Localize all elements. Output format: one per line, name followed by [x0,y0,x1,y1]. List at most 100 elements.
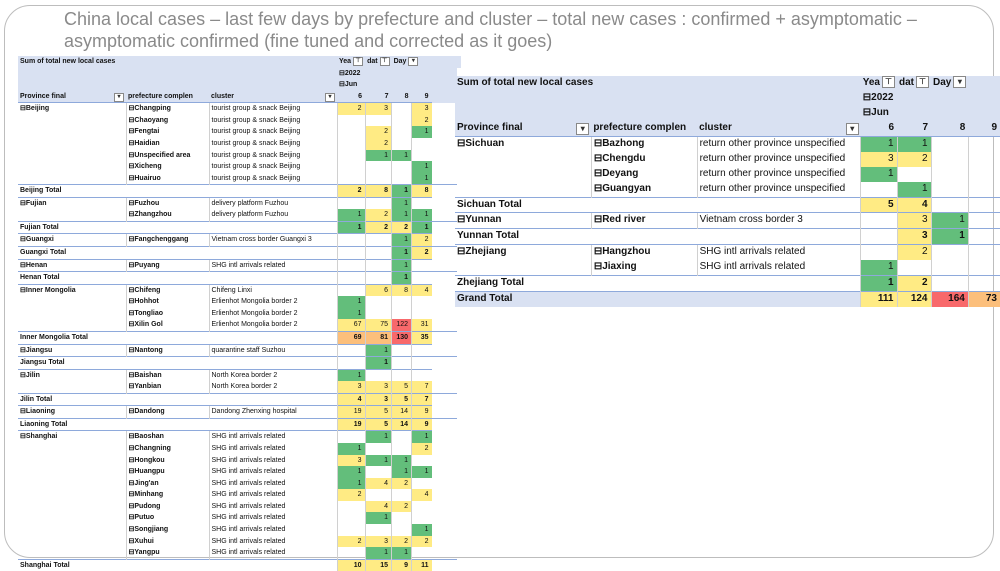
prefecture-field-header[interactable]: prefecture complen [126,90,209,103]
province-filter-button[interactable]: ▾ [576,122,590,135]
prefecture-cell[interactable]: ⊟Unspecified area [125,149,209,162]
prefecture-name: Changping [134,105,171,113]
value-cell: 3 [896,212,931,229]
prefecture-cell[interactable]: ⊟Zhangzhou [125,209,209,222]
value-cell: 1 [860,260,897,276]
province-cell[interactable]: ⊟Jilin [18,368,126,382]
date-field-header[interactable]: dat ⊤ [365,56,392,68]
prefecture-cell[interactable]: ⊟Fuzhou [125,196,209,210]
cluster-cell: Erlienhot Mongolia border 2 [208,307,337,320]
prefecture-cell[interactable]: ⊟Baoshan [125,430,209,443]
prefecture-cell[interactable]: ⊟Haidian [125,137,209,150]
date-filter-button[interactable]: ⊤ [379,56,390,66]
cluster-filter-button[interactable]: ▾ [845,122,859,135]
prefecture-cell[interactable]: ⊟Xuhui [125,535,209,548]
prefecture-cell[interactable]: ⊟Huangpu [125,466,209,478]
prefecture-cell[interactable]: ⊟Bazhong [590,135,698,152]
prefecture-cell[interactable]: ⊟Hongkou [125,454,209,467]
value-cell: 1 [336,443,366,455]
province-total-row: Jiangsu Total 1 [18,356,461,370]
province-cell[interactable]: ⊟Beijing [18,102,126,115]
value-cell [411,149,432,162]
prefecture-cell[interactable]: ⊟Dandong [125,405,209,419]
prefecture-cell[interactable]: ⊟Red river [590,212,698,229]
value-cell: 11 [411,558,432,571]
value-cell [930,244,969,261]
day-filter-button[interactable]: ▾ [953,76,967,89]
date-field-header[interactable]: dat ⊤ [897,76,931,91]
prefecture-cell[interactable]: ⊟Chengdu [590,151,698,167]
value-cell [391,356,412,370]
province-cell[interactable]: ⊟Guangxi [18,233,126,247]
province-cell[interactable]: ⊟Fujian [18,196,126,210]
province-cell[interactable]: ⊟Inner Mongolia [18,283,126,297]
value-cell: 111 [860,291,897,308]
date-filter-button[interactable]: ⊤ [916,76,929,89]
prefecture-cell[interactable]: ⊟Putuo [125,512,209,524]
month-group-header[interactable]: ⊟Jun [860,105,1000,121]
prefecture-field-header[interactable]: prefecture complen [591,120,698,137]
prefecture-cell[interactable]: ⊟Fengtai [125,126,209,138]
province-cell[interactable]: ⊟Sichuan [455,135,592,152]
value-cell [967,244,1000,261]
cluster-filter-button[interactable]: ▾ [325,92,335,102]
province-cell[interactable]: ⊟Henan [18,258,126,272]
province-field-header[interactable]: Province final ▾ [455,120,592,137]
cluster-field-header[interactable]: cluster ▾ [209,90,337,103]
year-filter-button[interactable]: ⊤ [353,56,364,66]
value-cell [364,489,392,501]
prefecture-cell[interactable]: ⊟Hohhot [125,296,209,308]
prefecture-cell[interactable]: ⊟Jing'an [125,477,209,490]
prefecture-field-label: prefecture complen [593,121,687,133]
prefecture-cell[interactable]: ⊟Pudong [125,500,209,513]
prefecture-cell[interactable]: ⊟Puyang [125,258,209,272]
prefecture-cell[interactable]: ⊟Yangpu [125,547,209,560]
province-cell[interactable]: ⊟Shanghai [18,430,126,443]
month-group-header[interactable]: ⊟Jun [337,79,457,91]
prefecture-cell[interactable]: ⊟Guangyan [590,181,698,197]
province-cell[interactable]: ⊟Jiangsu [18,343,126,357]
prefecture-cell[interactable]: ⊟Songjiang [125,523,209,536]
prefecture-cell[interactable]: ⊟Xicheng [125,161,209,173]
year-group-header[interactable]: ⊟2022 [860,90,1000,106]
province-filter-button[interactable]: ▾ [114,92,124,102]
province-cell[interactable]: ⊟Yunnan [455,212,592,229]
year-field-header[interactable]: Yea ⊤ [337,56,366,68]
year-filter-button[interactable]: ⊤ [882,76,895,89]
value-cell: 1 [336,466,366,478]
day-field-header[interactable]: Day ▾ [391,56,432,68]
prefecture-cell[interactable]: ⊟Nantong [125,343,209,357]
province-total-row: Yunnan Total 3 1 [455,228,1000,245]
prefecture-cell[interactable]: ⊟Hangzhou [590,244,698,261]
prefecture-cell[interactable]: ⊟Changning [125,443,209,455]
cluster-cell: Erlienhot Mongolia border 2 [208,319,337,332]
prefecture-cell[interactable]: ⊟Minhang [125,489,209,501]
collapse-icon: ⊟ [128,236,135,244]
prefecture-cell[interactable]: ⊟Chifeng [125,283,209,297]
year-label: 2022 [871,91,894,103]
day-field-header[interactable]: Day ▾ [931,76,969,91]
prefecture-cell[interactable]: ⊟Jiaxing [590,260,698,276]
prefecture-cell[interactable]: ⊟Baishan [125,368,209,382]
prefecture-cell[interactable]: ⊟Changping [125,102,209,115]
prefecture-cell[interactable]: ⊟Fangchenggang [125,233,209,247]
prefecture-cell[interactable]: ⊟Yanbian [125,381,209,394]
day-filter-button[interactable]: ▾ [408,56,419,66]
prefecture-name: Fuzhou [134,199,160,207]
value-cell [391,126,412,138]
cluster-cell: North Korea border 2 [208,368,337,382]
cluster-cell: Vietnam cross border 3 [696,212,861,229]
prefecture-cell[interactable]: ⊟Xilin Gol [125,319,209,332]
prefecture-cell[interactable]: ⊟Deyang [590,166,698,182]
pivot-month-row: ⊟Jun [455,105,1000,121]
province-cell[interactable]: ⊟Zhejiang [455,244,592,261]
prefecture-cell[interactable]: ⊟Huairuo [125,172,209,185]
cluster-field-header[interactable]: cluster ▾ [697,120,861,137]
prefecture-cell[interactable]: ⊟Chaoyang [125,114,209,127]
value-cell: 5 [391,381,412,394]
year-group-header[interactable]: ⊟2022 [337,67,457,80]
province-cell[interactable]: ⊟Liaoning [18,405,126,419]
province-field-header[interactable]: Province final ▾ [18,90,126,103]
year-field-header[interactable]: Yea ⊤ [860,76,897,91]
prefecture-cell[interactable]: ⊟Tongliao [125,307,209,320]
